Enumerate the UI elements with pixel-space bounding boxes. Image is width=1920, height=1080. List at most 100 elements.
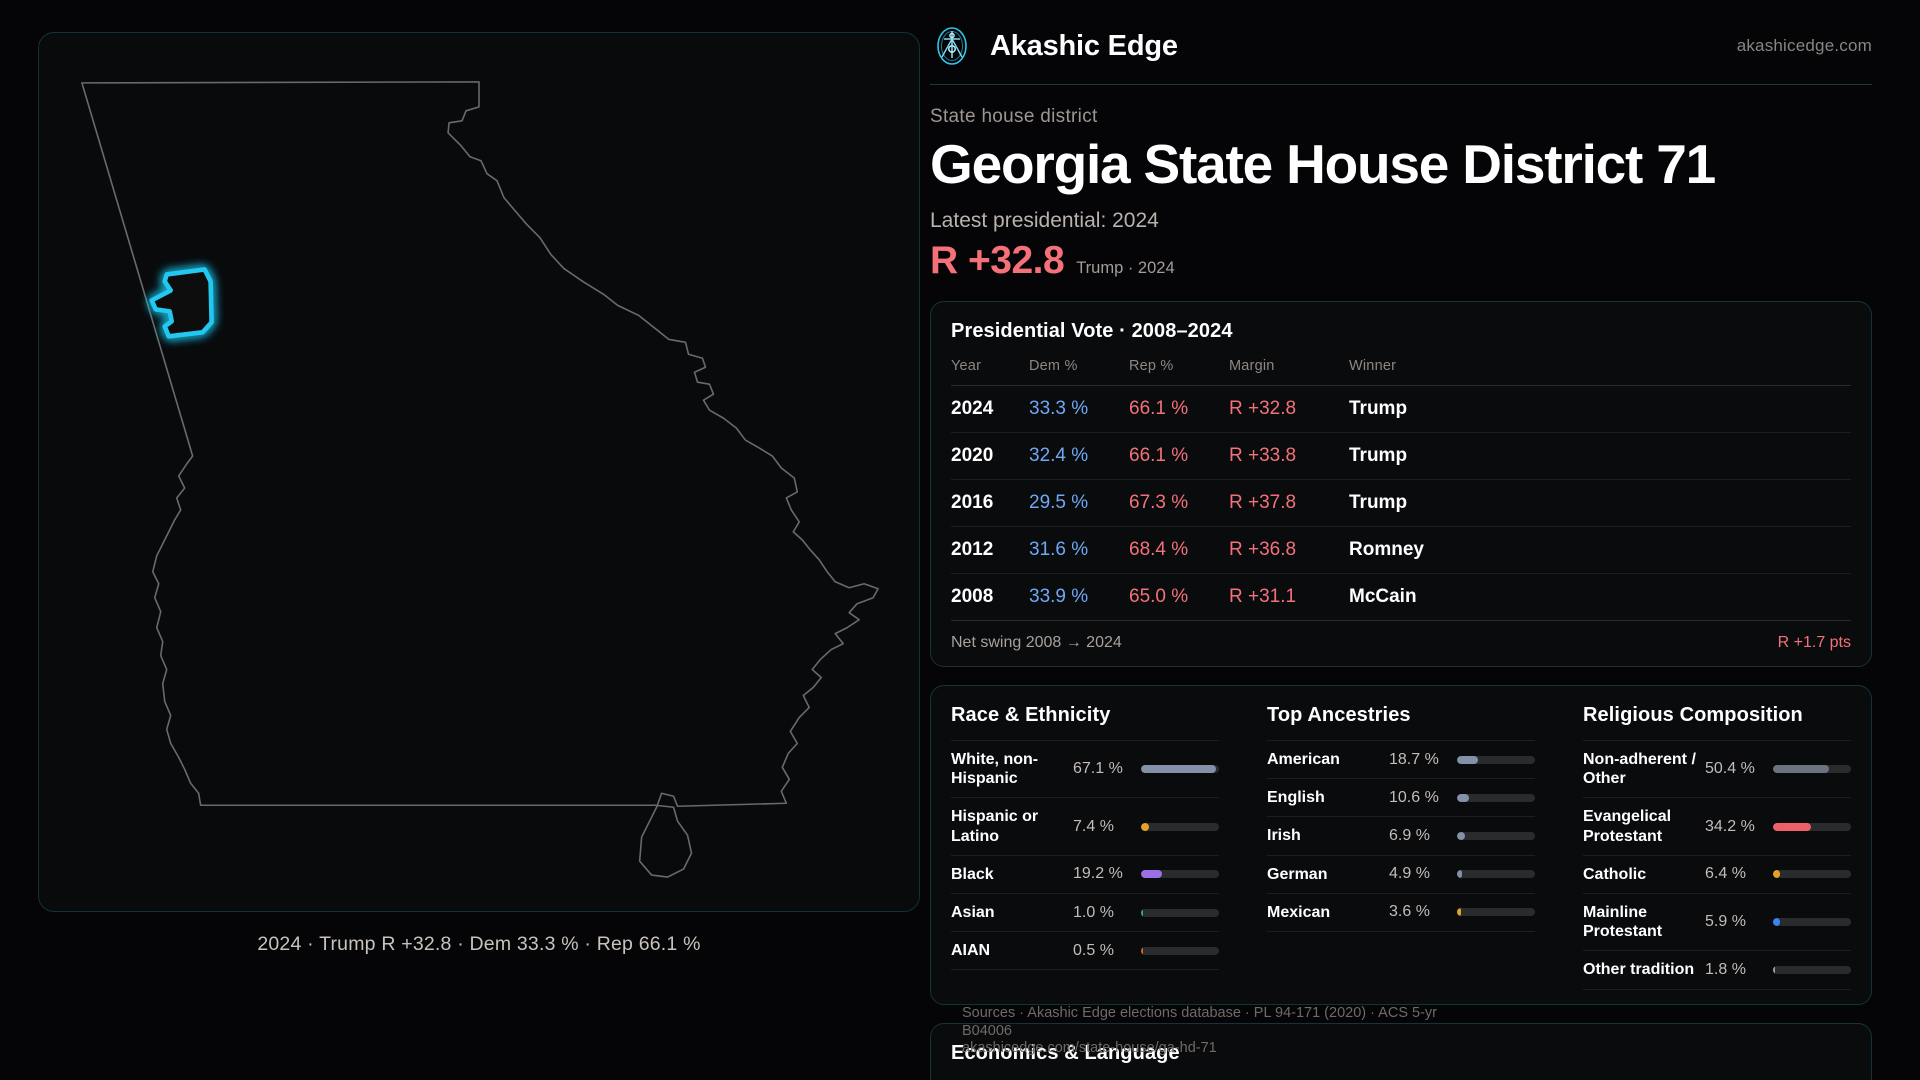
col-year: Year [951, 358, 982, 375]
cell-dem: 33.9 % [1029, 573, 1129, 621]
race-label: White, non-Hispanic [951, 751, 1039, 788]
cell-year: 2020 [951, 432, 1029, 480]
ancestry-bar [1457, 908, 1535, 917]
page-title: Georgia State House District 71 [930, 133, 1716, 195]
ancestry-value: 18.7 % [1389, 750, 1439, 768]
cell-margin: R +36.8 [1229, 526, 1349, 574]
religion-value: 1.8 % [1705, 961, 1746, 978]
cell-rep: 65.0 % [1129, 573, 1229, 621]
col-dem: Dem % [1029, 358, 1078, 375]
race-bar [1141, 765, 1219, 774]
ancestry-title: Top Ancestries [1267, 704, 1411, 727]
list-item: Other tradition 1.8 % [1583, 950, 1851, 990]
race-label: Black [951, 865, 994, 883]
religion-value: 34.2 % [1705, 817, 1755, 835]
list-item: Evangelical Protestant 34.2 % [1583, 797, 1851, 854]
kicker-label: State house district [930, 106, 1098, 127]
ancestry-bar [1457, 793, 1535, 802]
cell-year: 2012 [951, 526, 1029, 574]
ancestry-label: Irish [1267, 827, 1301, 845]
list-item: Irish 6.9 % [1267, 816, 1535, 854]
race-bar [1141, 946, 1219, 955]
list-item: White, non-Hispanic 67.1 % [951, 740, 1219, 797]
cell-dem: 29.5 % [1029, 479, 1129, 527]
religion-title: Religious Composition [1583, 704, 1803, 727]
table-header-row: Year Dem % Rep % Margin Winner [951, 358, 1851, 386]
cell-year: 2024 [951, 385, 1029, 433]
col-rep: Rep % [1129, 358, 1174, 375]
net-swing-row: Net swing 2008 → 2024 R +1.7 pts [951, 620, 1851, 666]
top-ancestries-panel: Top Ancestries American 18.7 % English 1… [1267, 704, 1535, 990]
religion-value: 5.9 % [1705, 913, 1746, 931]
race-ethnicity-panel: Race & Ethnicity White, non-Hispanic 67.… [951, 704, 1219, 990]
race-label: AIAN [951, 942, 991, 960]
presidential-vote-card: Presidential Vote · 2008–2024 Year Dem %… [930, 301, 1872, 668]
ancestry-bar [1457, 870, 1535, 879]
religion-label: Other tradition [1583, 961, 1695, 979]
list-item: AIAN 0.5 % [951, 931, 1219, 971]
table-row: 2008 33.9 % 65.0 % R +31.1 McCain [951, 573, 1851, 621]
list-item: Non-adherent / Other 50.4 % [1583, 740, 1851, 797]
ancestry-rows: American 18.7 % English 10.6 % Irish 6.9… [1267, 740, 1535, 933]
ancestry-label: Mexican [1267, 903, 1331, 921]
religion-bar [1773, 918, 1851, 927]
list-item: Catholic 6.4 % [1583, 854, 1851, 893]
net-swing-label: Net swing 2008 → 2024 [951, 634, 1122, 652]
presidential-vote-table: Year Dem % Rep % Margin Winner 2024 33.3… [951, 358, 1851, 621]
ancestry-label: American [1267, 751, 1340, 769]
race-bar [1141, 870, 1219, 879]
cell-winner: Romney [1349, 526, 1851, 574]
list-item: Black 19.2 % [951, 854, 1219, 893]
district-71-highlight [149, 267, 214, 339]
race-value: 67.1 % [1073, 760, 1123, 778]
headline-margin: R +32.8 Trump · 2024 [930, 239, 1872, 283]
race-bar [1141, 822, 1219, 831]
content-pane: Akashic Edge akashicedge.com State house… [930, 0, 1920, 1080]
table-row: 2012 31.6 % 68.4 % R +36.8 Romney [951, 526, 1851, 574]
net-swing-value: R +1.7 pts [1777, 634, 1851, 652]
cell-winner: Trump [1349, 385, 1851, 433]
religion-bar [1773, 822, 1851, 831]
economics-title: Economics & Language [951, 1041, 1180, 1064]
ancestry-bar [1457, 832, 1535, 841]
district-map[interactable] [38, 32, 920, 912]
race-rows: White, non-Hispanic 67.1 % Hispanic or L… [951, 740, 1219, 971]
cell-rep: 68.4 % [1129, 526, 1229, 574]
ancestry-value: 6.9 % [1389, 827, 1430, 845]
brand-name: Akashic Edge [990, 29, 1178, 62]
margin-note: Trump · 2024 [1076, 259, 1175, 278]
list-item: Asian 1.0 % [951, 893, 1219, 931]
cell-margin: R +31.1 [1229, 573, 1349, 621]
religion-label: Mainline Protestant [1583, 904, 1663, 941]
ancestry-value: 4.9 % [1389, 865, 1430, 883]
demographics-card: Race & Ethnicity White, non-Hispanic 67.… [930, 685, 1872, 1005]
table-row: 2020 32.4 % 66.1 % R +33.8 Trump [951, 432, 1851, 480]
cell-year: 2016 [951, 479, 1029, 527]
map-caption: 2024 · Trump R +32.8 · Dem 33.3 % · Rep … [257, 933, 701, 955]
state-outline-path [81, 81, 879, 878]
ancestry-value: 3.6 % [1389, 903, 1430, 921]
religion-bar [1773, 765, 1851, 774]
cell-rep: 67.3 % [1129, 479, 1229, 527]
cell-winner: Trump [1349, 432, 1851, 480]
list-item: American 18.7 % [1267, 740, 1535, 778]
race-title: Race & Ethnicity [951, 704, 1111, 727]
economics-language-card: Economics & Language Median HH income $7… [930, 1022, 1872, 1080]
ancestry-label: English [1267, 789, 1325, 807]
religion-bar [1773, 870, 1851, 879]
cell-year: 2008 [951, 573, 1029, 621]
religion-label: Non-adherent / Other [1583, 751, 1696, 788]
race-value: 1.0 % [1073, 903, 1114, 921]
brand-url: akashicedge.com [1736, 36, 1872, 55]
religion-label: Catholic [1583, 865, 1647, 883]
cell-rep: 66.1 % [1129, 432, 1229, 480]
cell-dem: 32.4 % [1029, 432, 1129, 480]
cell-margin: R +32.8 [1229, 385, 1349, 433]
latest-presidential-label: Latest presidential: 2024 [930, 209, 1159, 233]
list-item: Hispanic or Latino 7.4 % [951, 797, 1219, 854]
map-pane: 2024 · Trump R +32.8 · Dem 33.3 % · Rep … [0, 0, 930, 1080]
col-margin: Margin [1229, 358, 1275, 375]
religion-label: Evangelical Protestant [1583, 808, 1672, 845]
cell-winner: Trump [1349, 479, 1851, 527]
